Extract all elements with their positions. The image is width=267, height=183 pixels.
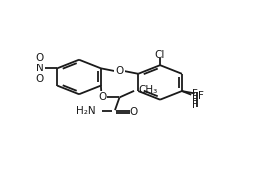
Text: F: F (192, 89, 198, 99)
Text: Cl: Cl (155, 50, 165, 60)
Text: F: F (198, 91, 204, 101)
Text: O: O (98, 92, 106, 102)
Text: O: O (36, 74, 44, 84)
Text: F: F (192, 100, 198, 110)
Text: O: O (115, 66, 124, 76)
Text: CH₃: CH₃ (138, 85, 157, 95)
Text: H₂N: H₂N (77, 106, 96, 116)
Text: N: N (36, 63, 44, 73)
Text: O: O (129, 107, 138, 117)
Text: F: F (192, 95, 198, 105)
Text: O: O (36, 53, 44, 63)
